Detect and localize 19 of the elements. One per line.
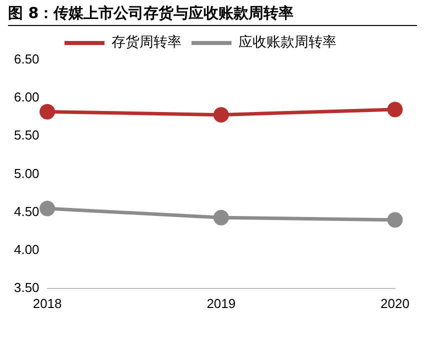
x-tick-label: 2019 <box>206 296 236 311</box>
chart-title: 图 8：传媒上市公司存货与应收账款周转率 <box>8 4 417 26</box>
point <box>213 107 229 123</box>
point <box>40 200 56 216</box>
point <box>387 102 403 118</box>
y-tick-label: 6.50 <box>14 52 40 67</box>
y-tick-label: 4.50 <box>14 204 40 219</box>
y-tick-label: 4.00 <box>14 242 40 257</box>
point <box>213 210 229 226</box>
y-tick-label: 6.00 <box>14 90 40 105</box>
y-tick-label: 5.50 <box>14 128 40 143</box>
y-tick-label: 3.50 <box>14 280 40 295</box>
y-tick-label: 5.00 <box>14 166 40 181</box>
point <box>40 104 56 120</box>
x-tick-label: 2018 <box>32 296 62 311</box>
legend-label: 存货周转率 <box>112 34 182 51</box>
point <box>387 212 403 228</box>
legend-label: 应收账款周转率 <box>238 34 336 51</box>
x-tick-label: 2020 <box>380 296 410 311</box>
